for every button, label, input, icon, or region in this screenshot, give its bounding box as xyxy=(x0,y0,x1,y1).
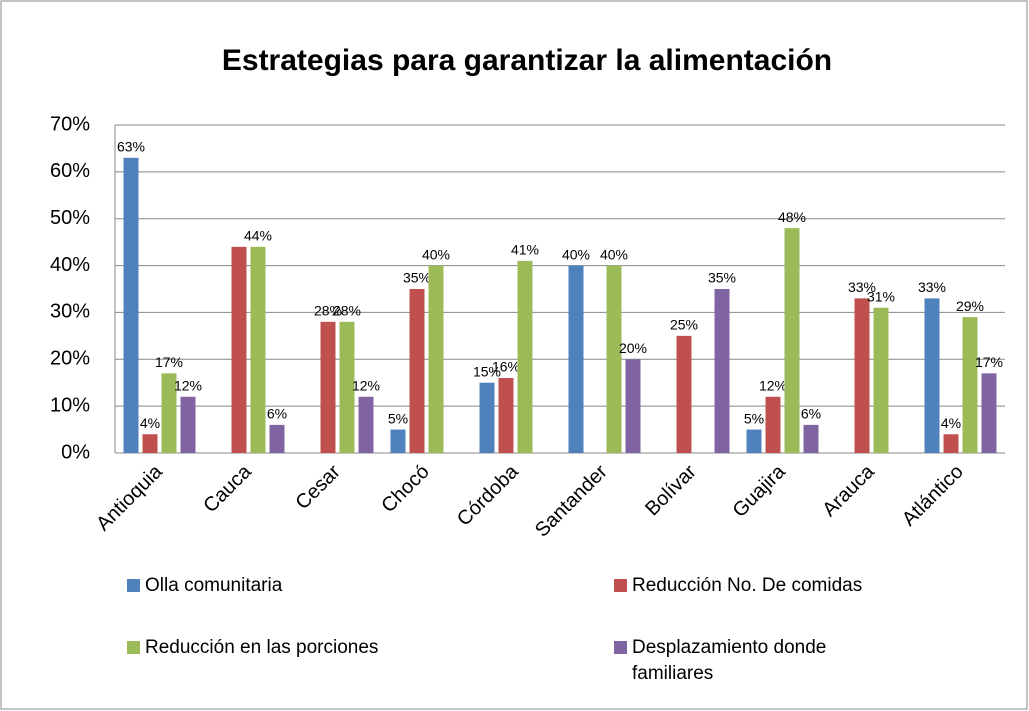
data-label: 35% xyxy=(708,270,736,286)
bar xyxy=(873,307,889,453)
data-label: 28% xyxy=(333,303,361,319)
bar xyxy=(625,359,641,453)
bar xyxy=(765,396,781,453)
bar xyxy=(390,429,406,453)
y-tick-label: 70% xyxy=(50,113,90,135)
bar xyxy=(943,434,959,453)
legend-swatch xyxy=(127,579,140,592)
chart-title: Estrategias para garantizar la alimentac… xyxy=(222,44,832,77)
bar xyxy=(606,265,622,453)
bar xyxy=(854,298,870,453)
y-tick-label: 20% xyxy=(50,348,90,370)
bar xyxy=(676,335,692,453)
data-label: 12% xyxy=(352,377,380,393)
bar xyxy=(498,378,514,453)
data-label: 35% xyxy=(403,270,431,286)
legend-swatch xyxy=(127,641,140,654)
data-label: 33% xyxy=(848,279,876,295)
data-label: 15% xyxy=(473,363,501,379)
y-tick-label: 40% xyxy=(50,254,90,276)
data-label: 40% xyxy=(600,246,628,262)
bar xyxy=(231,246,247,453)
y-tick-label: 50% xyxy=(50,207,90,229)
data-label: 48% xyxy=(778,209,806,225)
data-label: 63% xyxy=(117,139,145,155)
data-label: 6% xyxy=(267,406,287,422)
bar xyxy=(161,373,177,453)
bar xyxy=(784,228,800,453)
bar xyxy=(568,265,584,453)
bar xyxy=(250,246,266,453)
bar xyxy=(320,321,336,453)
y-tick-label: 60% xyxy=(50,160,90,182)
data-label: 33% xyxy=(918,279,946,295)
bar xyxy=(428,265,444,453)
data-label: 25% xyxy=(670,317,698,333)
bar xyxy=(339,321,355,453)
bar xyxy=(123,157,139,454)
bar xyxy=(924,298,940,453)
data-label: 17% xyxy=(155,354,183,370)
data-label: 29% xyxy=(956,298,984,314)
bar xyxy=(358,396,374,453)
bar xyxy=(479,382,495,453)
bar xyxy=(269,424,285,453)
bar xyxy=(981,373,997,453)
legend-label: Reducción en las porciones xyxy=(145,637,379,658)
data-label: 17% xyxy=(975,354,1003,370)
bar xyxy=(517,260,533,453)
legend-swatch xyxy=(614,641,627,654)
bar xyxy=(180,396,196,453)
data-label: 44% xyxy=(244,228,272,244)
legend-label: Reducción No. De comidas xyxy=(632,575,863,596)
data-label: 5% xyxy=(744,410,764,426)
data-label: 40% xyxy=(422,246,450,262)
bar xyxy=(714,289,730,453)
bar xyxy=(142,434,158,453)
data-label: 12% xyxy=(759,377,787,393)
legend-label: Desplazamiento donde familiares xyxy=(632,637,827,684)
data-label: 31% xyxy=(867,288,895,304)
bar xyxy=(409,289,425,453)
data-label: 41% xyxy=(511,242,539,258)
y-tick-label: 10% xyxy=(50,394,90,416)
legend-label: Olla comunitaria xyxy=(145,575,283,596)
data-label: 28% xyxy=(314,303,342,319)
data-label: 12% xyxy=(174,377,202,393)
data-label: 4% xyxy=(140,415,160,431)
bar xyxy=(746,429,762,453)
y-tick-label: 30% xyxy=(50,301,90,323)
y-tick-label: 0% xyxy=(61,441,90,463)
bar xyxy=(803,424,819,453)
bar xyxy=(962,317,978,453)
data-label: 4% xyxy=(941,415,961,431)
data-label: 5% xyxy=(388,410,408,426)
legend-swatch xyxy=(614,579,627,592)
data-label: 40% xyxy=(562,246,590,262)
data-label: 6% xyxy=(801,406,821,422)
data-label: 16% xyxy=(492,359,520,375)
data-label: 20% xyxy=(619,340,647,356)
